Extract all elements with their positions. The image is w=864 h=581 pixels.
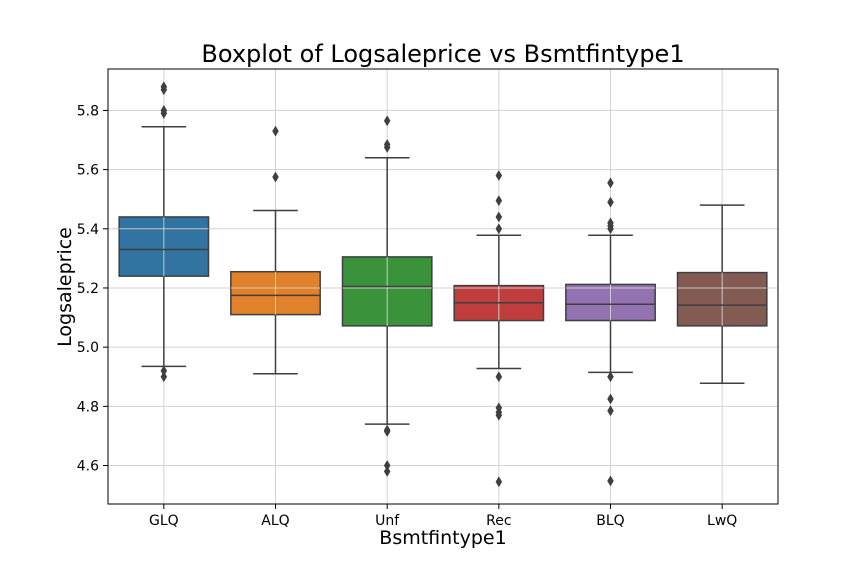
outlier-point bbox=[160, 371, 168, 383]
outlier-point bbox=[495, 402, 503, 414]
outlier-point bbox=[495, 170, 503, 182]
outlier-point bbox=[383, 460, 391, 472]
plot-frame bbox=[107, 68, 779, 505]
axis-ticks: 4.6 4.8 5.0 5.2 5.4 5.6 5.8 GLQ ALQ Unf Rec BLQ LwQ bbox=[77, 103, 738, 529]
x-tick-label: Rec bbox=[486, 513, 511, 529]
box-lwq bbox=[676, 204, 768, 385]
outlier-point bbox=[607, 393, 614, 405]
y-axis-label: Logsaleprice bbox=[54, 227, 76, 347]
x-tick-label: LwQ bbox=[707, 513, 737, 529]
box-blq bbox=[565, 177, 656, 487]
outlier-point bbox=[607, 177, 614, 189]
box-series bbox=[118, 81, 768, 488]
box-rec bbox=[453, 170, 545, 488]
outlier-point bbox=[160, 365, 168, 377]
outlier-point bbox=[383, 138, 391, 150]
outlier-point bbox=[160, 81, 168, 93]
y-tick-label: 5.8 bbox=[77, 103, 99, 119]
y-tick-label: 5.2 bbox=[77, 281, 99, 297]
outlier-point bbox=[495, 211, 503, 223]
box-glq bbox=[118, 81, 210, 383]
x-tick-label: GLQ bbox=[149, 513, 179, 529]
y-tick-label: 5.0 bbox=[77, 340, 99, 356]
outlier-point bbox=[160, 104, 168, 116]
outlier-point bbox=[607, 371, 614, 383]
chart-title: Boxplot of Logsaleprice vs Bsmtfintype1 bbox=[201, 40, 684, 68]
outlier-point bbox=[607, 475, 614, 487]
outlier-point bbox=[607, 217, 614, 229]
outlier-point bbox=[607, 405, 614, 417]
outlier-point bbox=[383, 465, 391, 477]
outlier-point bbox=[495, 195, 503, 207]
outlier-point bbox=[495, 371, 503, 383]
outlier-point bbox=[495, 223, 503, 235]
x-axis-label: Bsmtfintype1 bbox=[379, 527, 506, 549]
x-tick-label: ALQ bbox=[261, 513, 289, 529]
y-tick-label: 5.6 bbox=[77, 163, 99, 179]
box-alq bbox=[230, 125, 321, 375]
outlier-point bbox=[272, 171, 279, 183]
outlier-point bbox=[495, 476, 503, 488]
x-tick-label: BLQ bbox=[596, 513, 624, 529]
y-tick-label: 4.6 bbox=[77, 459, 99, 475]
y-tick-label: 5.4 bbox=[77, 222, 99, 238]
x-tick-label: Unf bbox=[375, 513, 400, 529]
box-unf bbox=[341, 115, 433, 477]
y-tick-label: 4.8 bbox=[77, 399, 99, 415]
outlier-point bbox=[272, 125, 279, 137]
outlier-point bbox=[383, 424, 391, 436]
outlier-point bbox=[383, 115, 391, 127]
outlier-point bbox=[607, 196, 614, 208]
